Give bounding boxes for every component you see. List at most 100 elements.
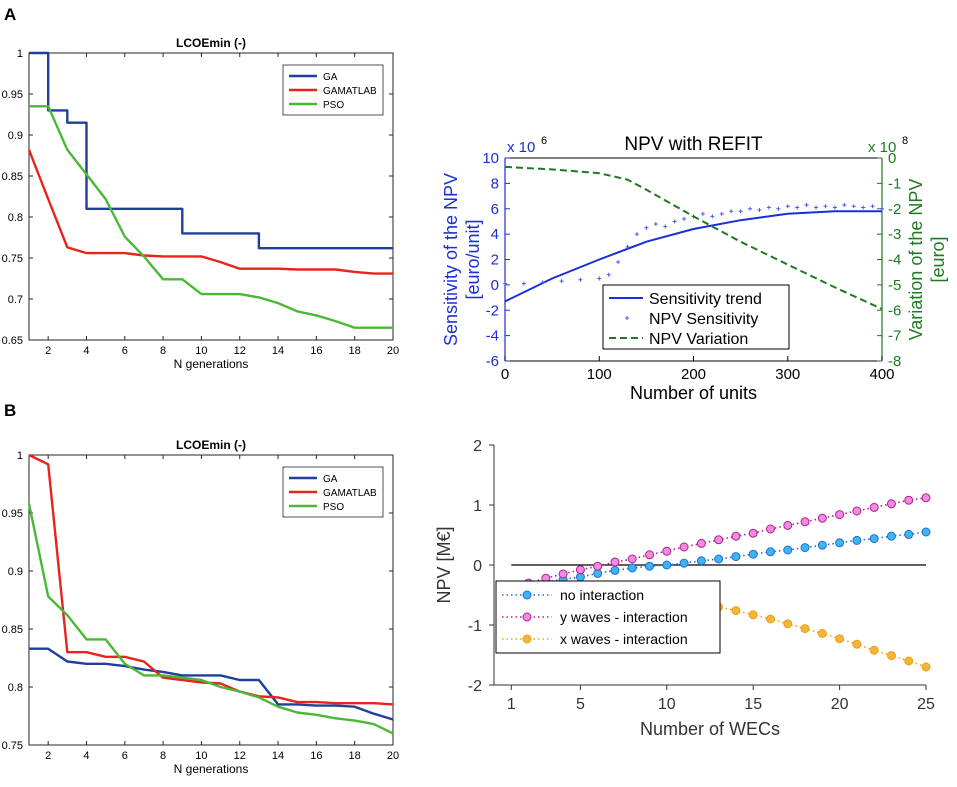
data-point — [904, 656, 914, 666]
data-point — [869, 645, 879, 655]
x-axis-label: Number of WECs — [640, 719, 780, 739]
x-tick-label: 6 — [122, 750, 128, 762]
data-point — [817, 513, 827, 523]
legend-label: PSO — [323, 502, 344, 513]
panel-label-a: A — [4, 5, 16, 24]
legend-label: no interaction — [560, 587, 644, 603]
chart-title: NPV with REFIT — [624, 134, 763, 155]
scatter-point — [851, 204, 856, 209]
scatter-point — [870, 204, 875, 209]
y-tick-label: 2 — [473, 438, 482, 455]
x-tick-label: 1 — [507, 696, 516, 713]
data-point — [662, 560, 672, 570]
scatter-point — [606, 272, 611, 277]
y-axis-label: NPV [M€] — [434, 526, 454, 603]
x-tick-label: 20 — [387, 345, 399, 357]
data-point — [783, 619, 793, 629]
data-point — [800, 543, 810, 553]
data-point — [748, 610, 758, 620]
data-point — [886, 499, 896, 509]
data-point — [800, 517, 810, 527]
series-line-gamatlab — [27, 149, 393, 275]
x-tick-label: 2 — [45, 750, 51, 762]
data-point — [904, 529, 914, 539]
y-left-tick-label: 6 — [491, 201, 499, 218]
legend-label: NPV Variation — [649, 331, 748, 348]
scatter-point — [757, 208, 762, 213]
y-tick-label: 1 — [473, 498, 482, 515]
y-tick-label: 0.95 — [2, 89, 23, 101]
data-point — [869, 502, 879, 512]
legend-label: PSO — [323, 100, 344, 111]
scatter-point — [785, 204, 790, 209]
series-line — [504, 165, 883, 310]
data-point — [610, 565, 620, 575]
data-point — [679, 542, 689, 552]
data-point — [714, 535, 724, 545]
y-right-tick-label: -1 — [888, 175, 901, 192]
x-tick-label: 300 — [775, 366, 800, 383]
data-point — [558, 569, 568, 579]
legend-marker — [522, 634, 532, 644]
scatter-point — [578, 277, 583, 282]
scatter-point — [776, 206, 781, 211]
scatter-point — [729, 209, 734, 214]
y-left-tick-label: 2 — [491, 252, 499, 269]
data-point — [783, 545, 793, 555]
data-point — [921, 493, 931, 503]
y-left-tick-label: -2 — [486, 302, 499, 319]
y-tick-label: 0.8 — [8, 212, 23, 224]
y-tick-label: 0.75 — [2, 253, 23, 265]
x-tick-label: 16 — [310, 345, 322, 357]
y-right-tick-label: -5 — [888, 277, 901, 294]
x-axis-label: Number of units — [630, 383, 757, 403]
x-tick-label: 10 — [195, 345, 207, 357]
legend-label: x waves - interaction — [560, 631, 688, 647]
chart-b-lcoe: LCOEmin (-) 2 4 6 8 10 12 14 16 18 20 0.75 0.8 0.85 0.… — [2, 438, 400, 776]
y-left-tick-label: 10 — [482, 150, 499, 167]
x-tick-label: 400 — [869, 366, 894, 383]
x-tick-label: 12 — [234, 345, 246, 357]
panel-label-b: B — [4, 401, 16, 420]
scatter-point — [823, 204, 828, 209]
data-point — [731, 531, 741, 541]
scatter-point — [700, 211, 705, 216]
scatter-point — [814, 205, 819, 210]
data-point — [627, 563, 637, 573]
data-point — [731, 606, 741, 616]
data-point — [886, 531, 896, 541]
x-tick-label: 10 — [658, 696, 676, 713]
y-tick-label: 0.75 — [2, 740, 23, 752]
data-point — [696, 556, 706, 566]
y-tick-label: 0 — [473, 558, 482, 575]
legend-label: y waves - interaction — [560, 609, 688, 625]
x-tick-label: 100 — [587, 366, 612, 383]
legend-label: GAMATLAB — [323, 488, 377, 499]
y-right-axis-label: Variation of the NPV — [906, 179, 926, 341]
y-tick-label: 0.9 — [8, 566, 23, 578]
legend-label: GA — [323, 72, 338, 83]
y-left-tick-label: -6 — [486, 353, 499, 370]
y-left-tick-label: -4 — [486, 328, 499, 345]
y-right-tick-label: -6 — [888, 302, 901, 319]
legend-label: GA — [323, 474, 338, 485]
legend-box — [495, 580, 721, 654]
series-line-ga — [29, 51, 393, 250]
series-line-pso — [29, 105, 393, 329]
data-point — [869, 534, 879, 544]
data-point — [921, 662, 931, 672]
scatter-point — [804, 202, 809, 207]
y-tick-label: 0.85 — [2, 624, 23, 636]
y-right-tick-label: -3 — [888, 226, 901, 243]
scatter-point — [559, 279, 564, 284]
data-point — [921, 527, 931, 537]
scatter-point — [861, 205, 866, 210]
data-point — [679, 558, 689, 568]
scatter-point — [738, 209, 743, 214]
x-tick-label: 6 — [122, 345, 128, 357]
legend-marker — [522, 590, 532, 600]
left-exponent-power: 6 — [541, 135, 547, 147]
y-tick-label: 0.9 — [8, 130, 23, 142]
